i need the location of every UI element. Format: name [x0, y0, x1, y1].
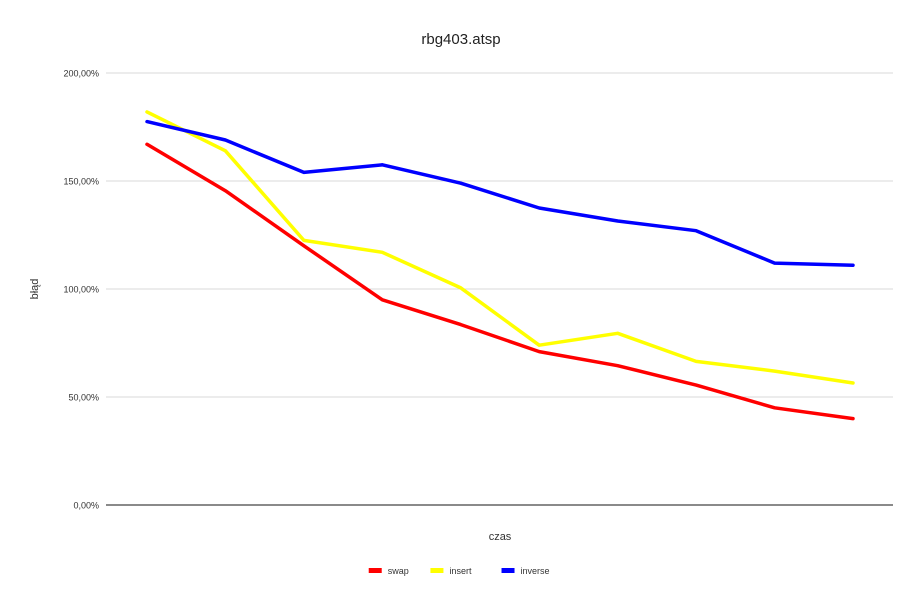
legend: swap insert inverse: [368, 566, 550, 576]
series-lines: [145, 110, 855, 421]
y-axis-ticks: 0,00% 50,00% 100,00% 150,00% 200,00%: [63, 69, 99, 511]
y-tick-label: 200,00%: [63, 69, 99, 79]
y-tick-label: 100,00%: [63, 285, 99, 295]
y-axis-label: błąd: [29, 279, 41, 300]
x-axis-label: czas: [489, 531, 512, 543]
series-line-insert: [145, 110, 855, 385]
y-tick-label: 0,00%: [73, 501, 99, 511]
legend-swatch-insert: [430, 568, 444, 573]
y-tick-label: 50,00%: [68, 393, 99, 403]
grid-lines: [106, 72, 893, 398]
legend-label-inverse: inverse: [521, 566, 550, 576]
series-line-inverse: [145, 119, 855, 267]
chart-title: rbg403.atsp: [421, 31, 500, 48]
legend-label-insert: insert: [449, 566, 472, 576]
legend-swatch-inverse: [501, 568, 515, 573]
legend-label-swap: swap: [388, 566, 409, 576]
legend-swatch-swap: [368, 568, 382, 573]
y-tick-label: 150,00%: [63, 177, 99, 187]
series-line-swap: [145, 142, 855, 421]
